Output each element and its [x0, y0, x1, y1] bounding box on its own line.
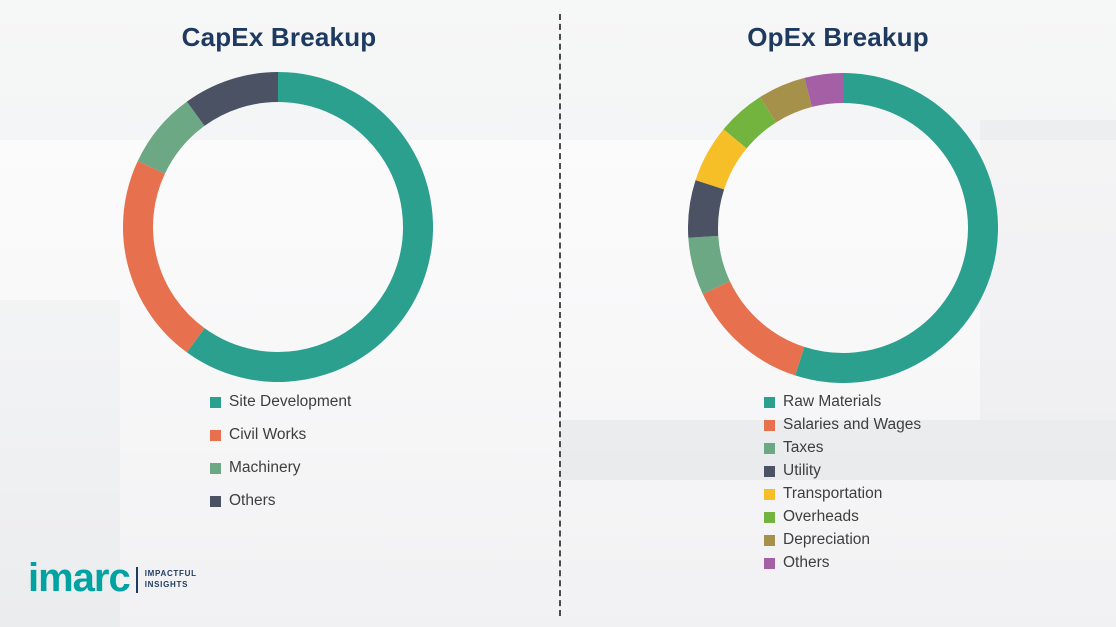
donut-segment-civil-works [123, 161, 205, 353]
legend-item-others: Others [764, 554, 921, 572]
background-shape [560, 420, 1116, 480]
legend-item-overheads: Overheads [764, 508, 921, 526]
legend-item-depreciation: Depreciation [764, 531, 921, 549]
donut-segment-others [186, 72, 279, 127]
tagline-line-2: INSIGHTS [144, 580, 189, 589]
legend-item-salaries-and-wages: Salaries and Wages [764, 416, 921, 434]
imarc-logo-tagline: IMPACTFUL INSIGHTS [145, 569, 197, 591]
background-shape [980, 120, 1116, 420]
legend-label: Depreciation [783, 531, 871, 548]
legend-label: Raw Materials [783, 393, 882, 410]
legend-label: Others [783, 554, 830, 571]
donut-segment-taxes [688, 235, 731, 294]
legend-swatch [764, 557, 775, 569]
donut-segment-site-development [186, 72, 433, 382]
legend-item-site-development: Site Development [210, 393, 351, 411]
capex-chart-title: CapEx Breakup [181, 22, 377, 52]
legend-item-others: Others [210, 492, 351, 510]
legend-label: Salaries and Wages [783, 416, 922, 433]
donut-segment-others [804, 73, 844, 108]
legend-swatch [210, 396, 221, 408]
imarc-logo-wordmark: imarc [28, 556, 131, 600]
legend-label: Site Development [229, 393, 352, 410]
donut-segment-salaries-and-wages [702, 280, 805, 376]
legend-label: Taxes [783, 439, 824, 456]
opex-donut-chart [688, 73, 998, 383]
legend-label: Utility [783, 462, 821, 479]
capex-legend: Site Development Civil Works Machinery Othe… [210, 393, 351, 525]
donut-segment-utility [688, 180, 725, 238]
opex-panel: OpEx Breakup [560, 0, 1116, 627]
tagline-line-1: IMPACTFUL [144, 569, 197, 579]
legend-label: Overheads [783, 508, 859, 525]
capex-donut-chart [123, 72, 433, 382]
legend-swatch [764, 465, 775, 477]
donut-segment-overheads [723, 97, 777, 149]
background-shape [0, 300, 120, 627]
legend-label: Civil Works [229, 426, 307, 443]
legend-item-raw-materials: Raw Materials [764, 393, 921, 411]
legend-item-civil-works: Civil Works [210, 426, 351, 444]
legend-label: Others [229, 492, 276, 509]
legend-item-utility: Utility [764, 462, 921, 480]
legend-label: Transportation [783, 485, 883, 502]
imarc-logo: imarc IMPACTFUL INSIGHTS [28, 558, 197, 598]
legend-item-taxes: Taxes [764, 439, 921, 457]
legend-swatch [764, 442, 775, 454]
legend-swatch [210, 462, 221, 474]
legend-swatch [764, 396, 775, 408]
legend-swatch [764, 488, 775, 500]
donut-segment-transportation [695, 129, 747, 190]
opex-legend: Raw Materials Salaries and Wages Taxes Util… [764, 393, 921, 577]
donut-segment-raw-materials [795, 73, 998, 383]
capex-panel: CapEx Breakup [181, 22, 377, 52]
legend-swatch [210, 429, 221, 441]
legend-swatch [764, 511, 775, 523]
legend-swatch [764, 534, 775, 546]
donut-segment-depreciation [759, 77, 813, 123]
donut-segment-machinery [137, 101, 205, 175]
legend-item-transportation: Transportation [764, 485, 921, 503]
legend-label: Machinery [229, 459, 301, 476]
legend-item-machinery: Machinery [210, 459, 351, 477]
logo-separator [135, 567, 138, 593]
opex-chart-title: OpEx Breakup [747, 22, 929, 52]
legend-swatch [764, 419, 775, 431]
legend-swatch [210, 495, 221, 507]
vertical-divider [559, 14, 561, 616]
